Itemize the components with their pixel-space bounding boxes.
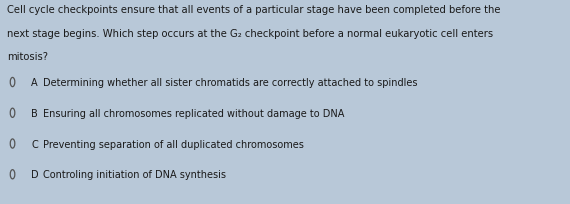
Text: Controling initiation of DNA synthesis: Controling initiation of DNA synthesis xyxy=(43,170,226,179)
Text: Determining whether all sister chromatids are correctly attached to spindles: Determining whether all sister chromatid… xyxy=(43,78,417,88)
Text: next stage begins. Which step occurs at the G₂ checkpoint before a normal eukary: next stage begins. Which step occurs at … xyxy=(7,29,494,39)
Text: A: A xyxy=(31,78,38,88)
Text: Preventing separation of all duplicated chromosomes: Preventing separation of all duplicated … xyxy=(43,139,304,149)
Text: D: D xyxy=(31,170,39,179)
Text: Cell cycle checkpoints ensure that all events of a particular stage have been co: Cell cycle checkpoints ensure that all e… xyxy=(7,5,501,15)
Text: mitosis?: mitosis? xyxy=(7,52,48,62)
Text: Ensuring all chromosomes replicated without damage to DNA: Ensuring all chromosomes replicated with… xyxy=(43,108,344,118)
Text: B: B xyxy=(31,108,38,118)
Text: C: C xyxy=(31,139,38,149)
